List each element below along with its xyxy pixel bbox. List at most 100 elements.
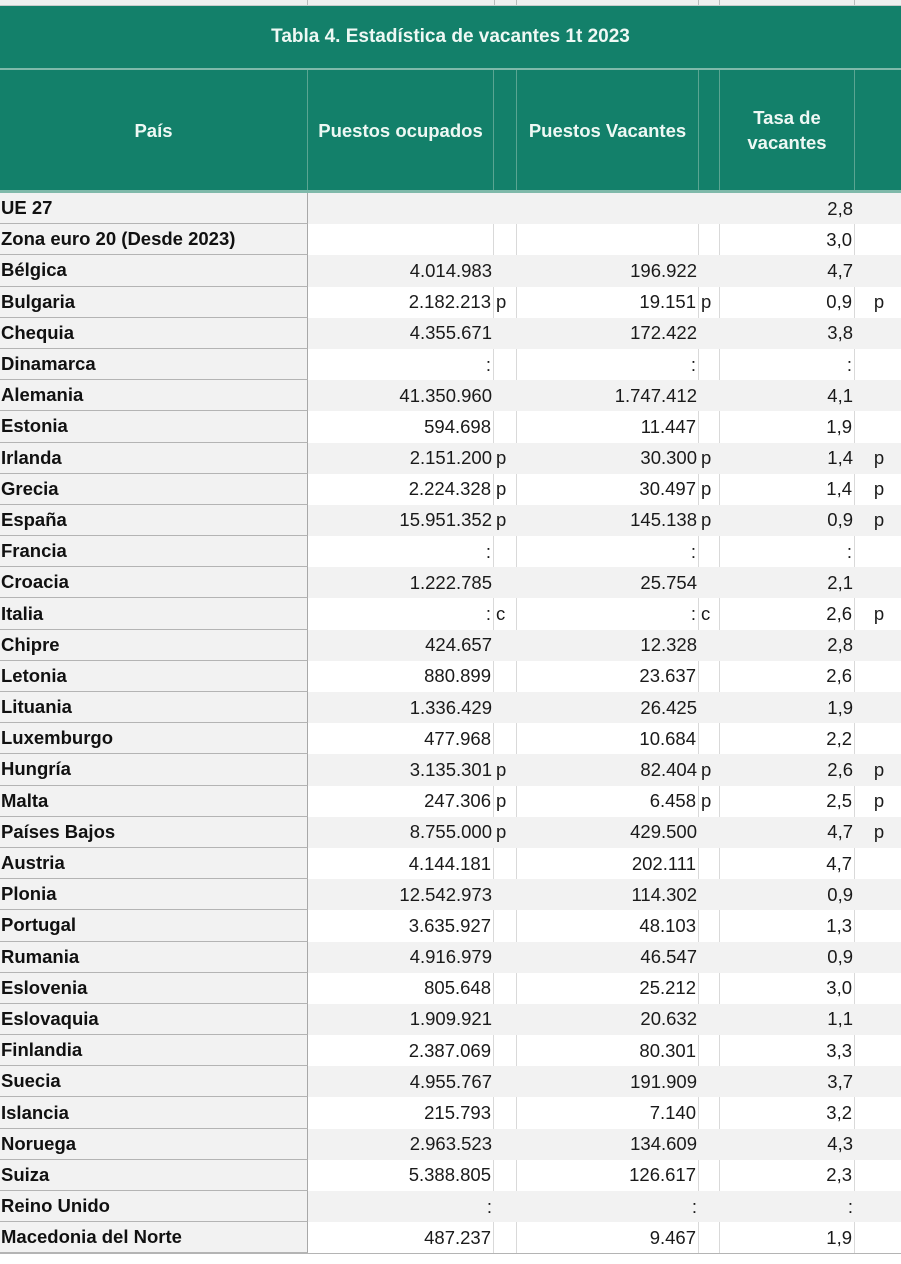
header-country: País	[0, 70, 308, 190]
vacancies-flag-cell	[699, 972, 720, 1004]
table-row: Lituania 1.336.429 26.425 1,9	[0, 692, 901, 724]
vacancies-cell: :	[517, 348, 699, 381]
table-row: Estonia 594.698 11.447 1,9	[0, 411, 901, 443]
occupied-cell: 4.355.671	[409, 322, 492, 344]
vacancies-cell: 30.497	[517, 473, 699, 505]
occupied-cell: 487.237	[308, 1222, 494, 1254]
country-cell: Eslovenia	[0, 972, 308, 1004]
vacancies-cell: 82.404	[640, 758, 697, 780]
vacancies-flag-cell: p	[701, 509, 712, 531]
table-row: Alemania 41.350.960 1.747.412 4,1	[0, 380, 901, 412]
rate-flag-cell	[855, 1160, 901, 1191]
vacancies-flag-cell	[699, 879, 720, 910]
rate-cell: 2,1	[827, 571, 853, 593]
rate-flag-cell: p	[873, 509, 885, 531]
occupied-cell: 2.387.069	[308, 1035, 494, 1067]
rate-flag-cell	[855, 318, 901, 349]
occupied-cell: 1.336.429	[409, 696, 492, 718]
vacancies-flag-cell	[699, 1159, 720, 1191]
rate-cell: 0,9	[720, 286, 855, 318]
rate-flag-cell	[855, 411, 901, 442]
vacancies-cell: 46.547	[640, 946, 697, 968]
occupied-flag-cell: p	[494, 286, 517, 318]
table-row: Croacia 1.222.785 25.754 2,1	[0, 567, 901, 599]
rate-cell: 2,6	[720, 660, 855, 692]
table-row: Países Bajos 8.755.000 p 429.500 4,7 p	[0, 816, 901, 848]
rate-cell: 3,7	[827, 1070, 853, 1092]
rate-flag-cell	[855, 879, 901, 910]
vacancies-flag-cell	[699, 1097, 720, 1129]
rate-flag-cell: p	[873, 478, 885, 500]
table-row: Bélgica 4.014.983 196.922 4,7	[0, 255, 901, 287]
occupied-flag-cell	[494, 660, 517, 692]
country-cell: Croacia	[0, 567, 308, 599]
vacancies-flag-cell	[699, 942, 720, 973]
vacancies-cell: 172.422	[630, 322, 697, 344]
rate-cell: 2,5	[720, 785, 855, 817]
header-rate: Tasa de vacantes	[720, 70, 855, 190]
vacancies-flag-cell: p	[701, 758, 712, 780]
table-row: Luxemburgo 477.968 10.684 2,2	[0, 723, 901, 755]
country-cell: Finlandia	[0, 1035, 308, 1067]
vacancies-flag-cell	[699, 318, 720, 349]
table-row: Macedonia del Norte 487.237 9.467 1,9	[0, 1222, 901, 1255]
table-row: Eslovaquia 1.909.921 20.632 1,1	[0, 1003, 901, 1036]
occupied-cell: 477.968	[308, 723, 494, 755]
vacancies-cell: :	[517, 536, 699, 568]
occupied-flag-cell	[494, 411, 517, 443]
vacancies-cell: 80.301	[517, 1035, 699, 1067]
vacancies-cell: 1.747.412	[614, 384, 697, 406]
rate-cell: 3,2	[720, 1097, 855, 1129]
occupied-flag-cell	[494, 879, 517, 910]
country-cell: Macedonia del Norte	[0, 1222, 308, 1254]
occupied-flag-cell	[494, 723, 517, 755]
vacancies-flag-cell	[699, 1004, 720, 1035]
vacancies-cell: 11.447	[517, 411, 699, 443]
occupied-cell: 4.014.983	[409, 259, 492, 281]
table-row: Francia:::	[0, 536, 901, 568]
rate-flag-cell	[855, 692, 901, 723]
rate-flag-cell	[855, 910, 901, 941]
table-header-row: País Puestos ocupados Puestos Vacantes T…	[0, 70, 901, 193]
header-occupied: Puestos ocupados	[308, 70, 494, 190]
vacancies-flag-cell	[699, 692, 720, 723]
occupied-cell: 2.963.523	[409, 1133, 492, 1155]
country-cell: Bulgaria	[0, 286, 308, 318]
vacancies-cell: 30.300	[640, 447, 697, 469]
rate-flag-cell	[855, 1129, 901, 1160]
vacancies-flag-cell	[699, 224, 720, 256]
vacancies-flag-cell	[699, 630, 720, 661]
vacancies-flag-cell	[699, 847, 720, 880]
vacancies-cell: 145.138	[630, 509, 697, 531]
rate-flag-cell	[855, 942, 901, 973]
rate-flag-cell	[855, 848, 901, 879]
rate-cell: 3,0	[720, 224, 855, 256]
rate-cell: 3,0	[720, 972, 855, 1004]
occupied-cell: 1.909.921	[409, 1008, 492, 1030]
rate-flag-cell	[855, 1097, 901, 1128]
occupied-flag-cell	[494, 1191, 517, 1222]
vacancies-cell: 9.467	[517, 1222, 699, 1254]
vacancies-cell: 23.637	[517, 660, 699, 692]
country-cell: Letonia	[0, 660, 308, 692]
vacancies-flag-cell: p	[699, 286, 720, 318]
occupied-flag-cell	[494, 348, 517, 381]
rate-cell: :	[720, 536, 855, 568]
vacancies-flag-cell	[699, 1129, 720, 1160]
occupied-cell: 215.793	[308, 1097, 494, 1129]
occupied-flag-cell	[494, 1159, 517, 1191]
rate-cell: 0,9	[827, 883, 853, 905]
occupied-cell	[308, 224, 494, 256]
table-row: Rumania 4.916.979 46.547 0,9	[0, 941, 901, 973]
rate-cell: 4,1	[827, 384, 853, 406]
top-border-strip	[0, 0, 901, 6]
table-row: España 15.951.352 p 145.138 p 0,9 p	[0, 504, 901, 537]
vacancies-cell: 7.140	[517, 1097, 699, 1129]
vacancies-flag-cell	[699, 380, 720, 411]
occupied-cell: 2.182.213	[308, 286, 494, 318]
vacancies-flag-cell	[699, 255, 720, 286]
table-body: UE 27 2,8 Zona euro 20 (Desde 2023) 3,0 Bélg…	[0, 193, 901, 1255]
table-row: Hungría 3.135.301 p 82.404 p 2,6 p	[0, 754, 901, 786]
vacancies-flag-cell: c	[699, 598, 720, 630]
occupied-flag-cell	[494, 630, 517, 661]
